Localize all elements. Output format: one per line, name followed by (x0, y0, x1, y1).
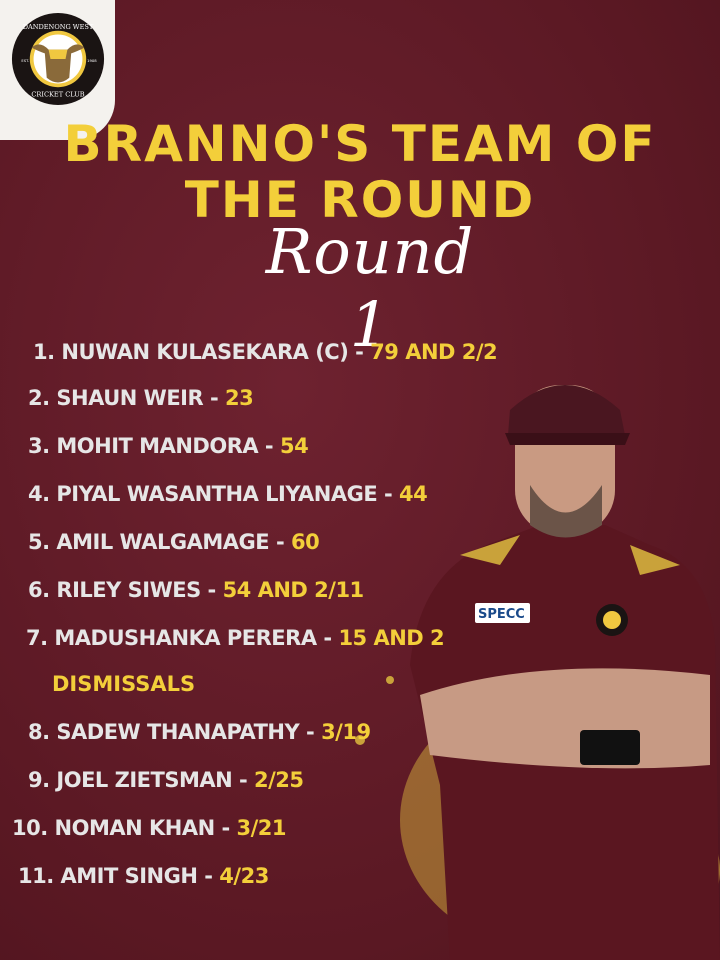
team-list-item: 9. JOEL ZIETSMAN - 2/25 (28, 768, 304, 792)
round-subtitle: Round 1 (265, 215, 475, 361)
sponsor-logo: SPECC (478, 607, 525, 622)
team-list-item-continuation: DISMISSALS (52, 672, 196, 696)
team-list-item: 2. SHAUN WEIR - 23 (28, 386, 254, 410)
team-list-item: 11. AMIT SINGH - 4/23 (18, 864, 269, 888)
logo-top-text: DANDENONG WEST (23, 23, 94, 31)
team-list-item: 10. NOMAN KHAN - 3/21 (12, 816, 287, 840)
player-photo: SPECC (410, 385, 720, 960)
team-list-item: 8. SADEW THANAPATHY - 3/19 (28, 720, 371, 744)
title-line-1: BRANNO'S TEAM OF (63, 115, 657, 173)
team-list-item: 1. NUWAN KULASEKARA (C) - 79 AND 2/2 (33, 340, 498, 364)
title-line-2: THE ROUND (184, 171, 536, 229)
club-logo: DANDENONG WEST CRICKET CLUB EST. 1908 (11, 12, 105, 106)
logo-year-text: 1908 (87, 59, 97, 63)
team-list-item: 7. MADUSHANKA PERERA - 15 AND 2 (26, 626, 445, 650)
team-list-item: 6. RILEY SIWES - 54 AND 2/11 (28, 578, 364, 602)
logo-bottom-text: CRICKET CLUB (31, 91, 84, 99)
logo-container: DANDENONG WEST CRICKET CLUB EST. 1908 (0, 0, 115, 140)
team-list-item: 3. MOHIT MANDORA - 54 (28, 434, 309, 458)
team-list-item: 5. AMIL WALGAMAGE - 60 (28, 530, 320, 554)
logo-est-text: EST. (21, 59, 29, 63)
team-list-item: 4. PIYAL WASANTHA LIYANAGE - 44 (28, 482, 428, 506)
